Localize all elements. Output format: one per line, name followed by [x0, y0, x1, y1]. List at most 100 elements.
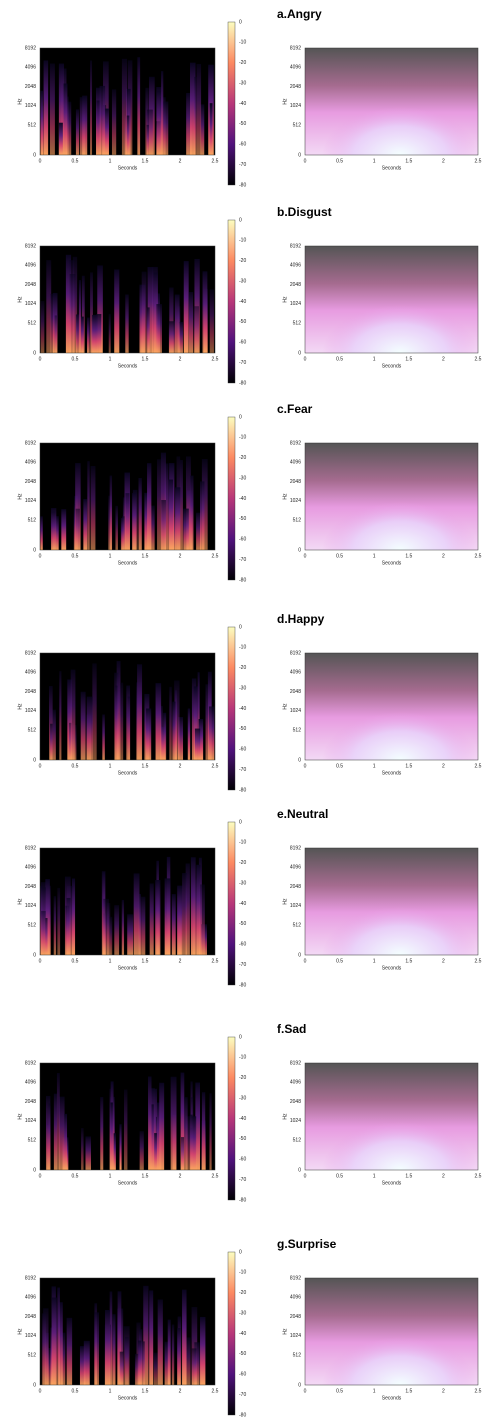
soft-glow	[305, 48, 478, 155]
spectrogram-stripe	[87, 461, 90, 550]
spectrogram-stripe	[147, 266, 154, 353]
spectrogram-stripe	[201, 1092, 206, 1170]
colorbar-tick-label: -60	[239, 747, 246, 753]
colorbar-tick-label: -80	[239, 577, 246, 583]
spectrogram-stripe	[86, 317, 90, 353]
spectrogram-stripe	[109, 1088, 112, 1170]
spectrogram-stripe	[171, 894, 176, 955]
colorbar-tick-label: -10	[239, 1270, 246, 1276]
spectrogram-stripe	[67, 679, 72, 760]
x-tick-label: 2	[179, 763, 182, 769]
x-tick-label: 1	[109, 158, 112, 164]
panel-label: e.Neutral	[277, 807, 328, 821]
y-tick-label: 512	[293, 122, 302, 128]
x-tick-label: 2	[179, 958, 182, 964]
spectrogram-stripe	[51, 1297, 57, 1385]
spectrogram-stripe	[63, 83, 68, 155]
y-tick-label: 4096	[25, 263, 36, 269]
spectrogram-stripe	[193, 686, 198, 760]
y-axis-label: Hz	[282, 98, 288, 105]
spectrogram-stripe	[65, 254, 72, 353]
spectrogram-stripe	[125, 294, 129, 353]
spectrogram-stripe	[116, 661, 121, 760]
colorbar-tick-label: 0	[239, 1249, 242, 1255]
x-tick-label: 0.5	[336, 158, 343, 164]
y-tick-label: 512	[28, 517, 37, 523]
y-tick-label: 0	[298, 1167, 301, 1173]
spectrogram-stripe	[51, 511, 56, 550]
colorbar-tick-label: -50	[239, 1136, 246, 1142]
spectrogram-stripe	[75, 463, 81, 550]
y-tick-label: 2048	[290, 1099, 301, 1105]
spectrogram-stripe	[168, 479, 174, 550]
y-tick-label: 4096	[25, 1295, 36, 1301]
x-tick-label: 2	[179, 553, 182, 559]
spectrogram-stripe	[85, 1136, 91, 1170]
spectrogram-stripe	[155, 880, 161, 955]
spectrogram-stripe	[146, 307, 150, 353]
x-tick-label: 2.5	[475, 958, 482, 964]
spectrogram-stripe	[146, 109, 153, 155]
y-tick-label: 512	[293, 1137, 302, 1143]
spectrogram-stripe	[50, 1327, 53, 1385]
spectrogram-stripe	[70, 669, 76, 760]
spectrogram-stripe	[57, 1287, 60, 1385]
spectrogram-stripe	[156, 304, 162, 353]
y-tick-label: 1024	[290, 1118, 301, 1124]
spectrogram-stripe	[200, 1316, 206, 1385]
colorbar	[227, 21, 236, 186]
x-tick-label: 0.5	[336, 763, 343, 769]
spectrogram-stripe	[177, 885, 183, 955]
colorbar-tick-label: -20	[239, 1075, 246, 1081]
y-tick-label: 4096	[290, 263, 301, 269]
y-tick-label: 512	[28, 1352, 37, 1358]
x-tick-label: 0.5	[336, 958, 343, 964]
x-axis-label: Seconds	[118, 363, 138, 369]
spectrogram-stripe	[124, 115, 130, 155]
spectrogram-stripe	[40, 300, 45, 353]
colorbar-tick-label: -30	[239, 685, 246, 691]
x-tick-label: 0	[304, 553, 307, 559]
colorbar-tick-label: -20	[239, 455, 246, 461]
spectrogram-stripe	[159, 1082, 165, 1170]
spectrogram-stripe	[48, 1103, 51, 1170]
x-axis-label: Seconds	[118, 560, 138, 566]
spectrogram-stripe	[191, 1116, 197, 1170]
colorbar-tick-label: -50	[239, 726, 246, 732]
y-tick-label: 2048	[290, 84, 301, 90]
spectrogram-stripe	[172, 701, 176, 760]
x-tick-label: 1.5	[142, 763, 149, 769]
x-tick-label: 0.5	[72, 356, 79, 362]
x-axis-label: Seconds	[382, 770, 402, 776]
spectrogram-stripe	[138, 477, 142, 550]
spectrogram-stripe	[46, 260, 52, 353]
y-tick-label: 512	[293, 727, 302, 733]
spectrogram-stripe	[177, 1328, 181, 1385]
spectrogram-stripe	[188, 291, 194, 353]
colorbar-tick-label: -70	[239, 1177, 246, 1183]
spectrogram-stripe	[41, 910, 46, 955]
y-tick-label: 1024	[290, 1333, 301, 1339]
y-tick-label: 4096	[290, 865, 301, 871]
y-tick-label: 4096	[25, 865, 36, 871]
y-tick-label: 2048	[290, 282, 301, 288]
spectrogram-stripe	[186, 92, 192, 155]
spectrogram-stripe	[196, 512, 202, 550]
y-tick-label: 512	[28, 122, 37, 128]
spectrogram-stripe	[161, 500, 166, 550]
x-axis-label: Seconds	[118, 770, 138, 776]
spectrogram-stripe	[194, 76, 197, 155]
spectrogram-stripe	[57, 887, 61, 955]
y-tick-label: 512	[293, 320, 302, 326]
y-axis-label: Hz	[282, 898, 288, 905]
spectrogram-stripe	[184, 1337, 191, 1385]
spectrogram-stripe	[137, 1340, 142, 1385]
x-tick-label: 1	[109, 763, 112, 769]
x-tick-label: 2	[442, 1388, 445, 1394]
y-tick-label: 4096	[25, 1080, 36, 1086]
colorbar-tick-label: -70	[239, 767, 246, 773]
spectrogram-stripe	[45, 879, 50, 955]
x-axis-label: Seconds	[382, 1180, 402, 1186]
spectrogram-stripe	[174, 680, 180, 760]
y-tick-label: 0	[33, 1382, 36, 1388]
